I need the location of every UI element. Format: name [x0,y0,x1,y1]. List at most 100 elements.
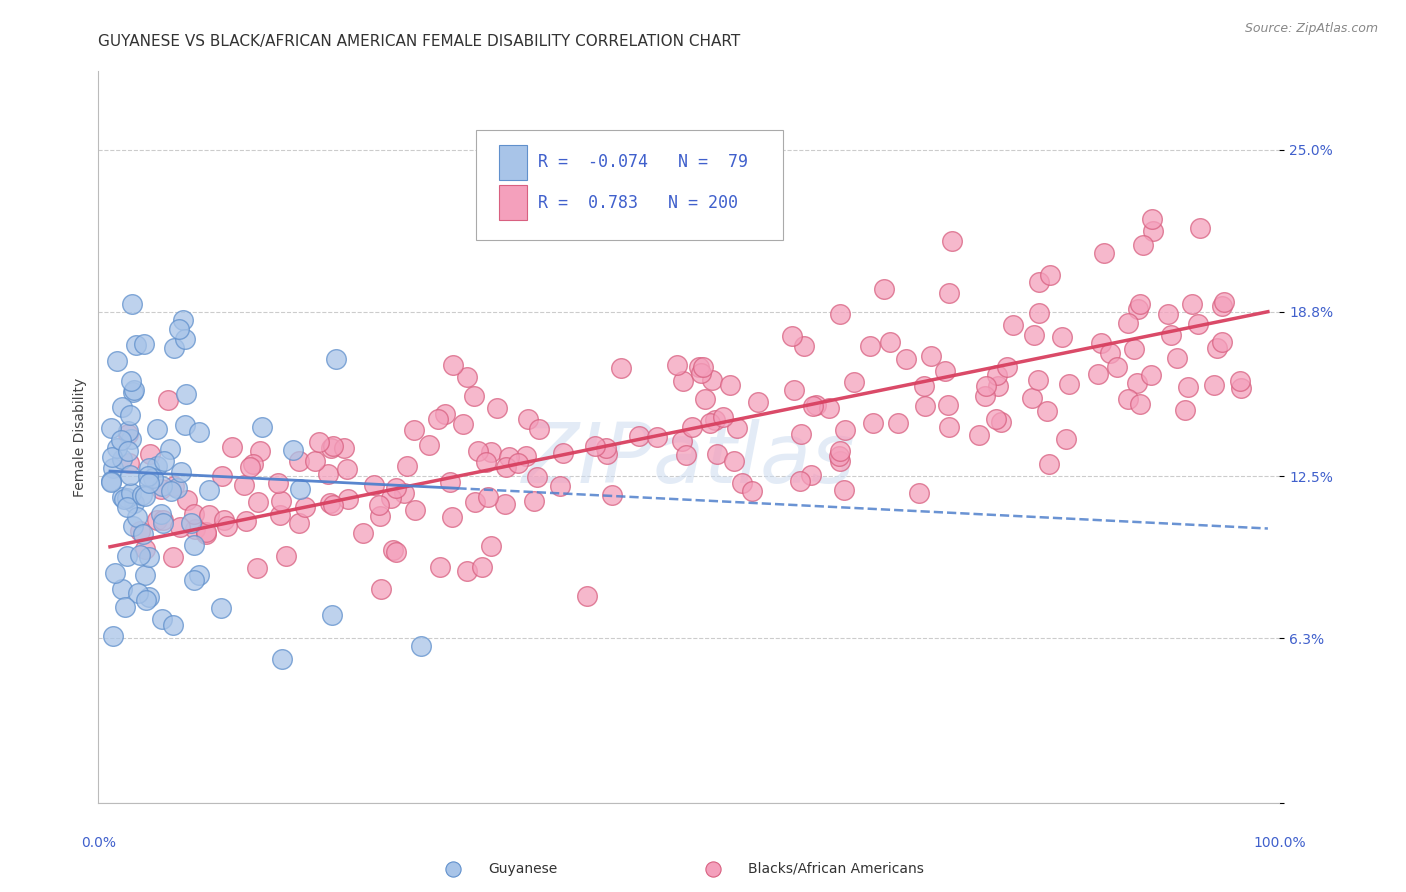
Point [404,423,426,437]
Point [1107,359,1129,374]
Point [747,395,769,409]
Point [288,482,311,496]
Point [266,475,288,490]
Text: 100.0%: 100.0% [1253,836,1306,850]
Point [1036,404,1059,418]
Point [551,446,574,460]
Point [1128,396,1150,410]
Point [914,399,936,413]
Point [121,384,143,399]
Point [1118,392,1140,406]
Point [995,360,1018,375]
Point [1140,212,1163,227]
Point [894,351,917,366]
Point [135,593,157,607]
Point [693,392,716,406]
Point [101,461,124,475]
Point [103,566,125,581]
Point [156,393,179,408]
Point [194,524,217,539]
Point [283,442,305,457]
Point [187,425,209,439]
Point [110,434,132,448]
Point [1059,377,1081,392]
Point [506,456,529,470]
Point [380,491,402,505]
Point [1187,317,1209,331]
Point [172,313,194,327]
Point [117,426,139,441]
Point [198,508,221,522]
Text: 0.0%: 0.0% [82,836,115,850]
Point [941,234,963,248]
Point [675,448,697,462]
Point [121,519,143,533]
Point [974,379,997,393]
Point [117,491,139,505]
Point [162,550,184,565]
Point [741,484,763,499]
Point [233,478,256,492]
Point [600,488,623,502]
Point [665,358,688,372]
Point [647,430,669,444]
Point [610,360,633,375]
Point [166,481,188,495]
Point [120,432,142,446]
Point [879,334,901,349]
Point [211,469,233,483]
Point [304,453,326,467]
Y-axis label: Female Disability: Female Disability [73,377,87,497]
Point [160,484,183,499]
Point [498,450,520,464]
Point [789,474,811,488]
Point [271,652,294,666]
Point [1050,330,1073,344]
Point [1206,341,1229,355]
Point [318,496,340,510]
Point [474,455,496,469]
Point [672,374,695,388]
Text: R =  -0.074   N =  79: R = -0.074 N = 79 [537,153,748,171]
Point [316,467,339,481]
Point [800,467,823,482]
Point [1054,432,1077,446]
Point [287,516,309,531]
Point [129,524,152,538]
Point [429,560,451,574]
Point [246,495,269,509]
Point [122,495,145,509]
Point [100,475,122,489]
Point [1211,335,1233,350]
Point [217,518,239,533]
Point [441,510,464,524]
Point [132,526,155,541]
Point [409,639,432,653]
Point [938,286,960,301]
Point [986,411,1008,425]
FancyBboxPatch shape [499,186,527,219]
Point [152,516,174,530]
FancyBboxPatch shape [499,145,527,179]
Point [176,492,198,507]
Point [495,460,517,475]
Point [628,429,651,443]
Point [136,468,159,483]
Point [269,508,291,522]
Point [394,485,416,500]
Point [830,307,852,321]
Point [170,465,193,479]
Point [333,441,356,455]
Point [595,442,617,456]
Point [793,339,815,353]
Point [583,438,606,452]
Point [163,479,186,493]
Point [127,586,149,600]
Point [117,425,139,439]
Point [249,443,271,458]
Point [441,358,464,372]
Point [486,401,509,415]
Point [396,459,419,474]
Point [173,332,195,346]
Point [100,450,122,464]
